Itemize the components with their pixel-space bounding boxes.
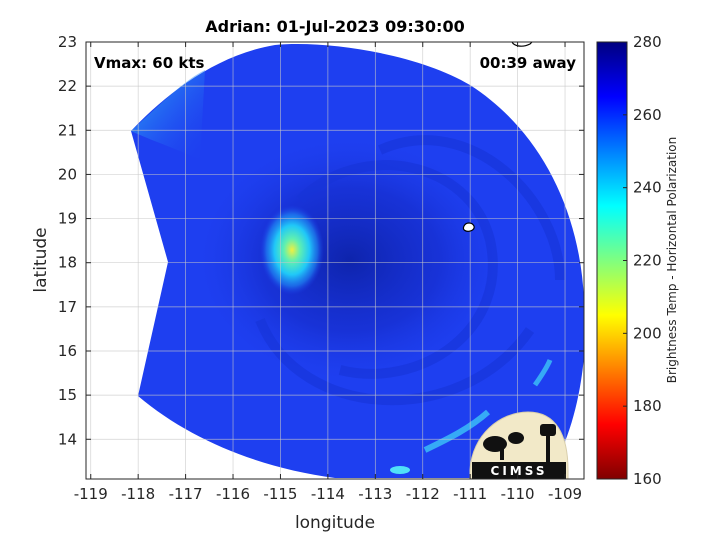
colorbar-tick-label: 240 bbox=[633, 179, 662, 197]
colorbar-tick-label: 200 bbox=[633, 324, 662, 342]
x-tick-label: -109 bbox=[548, 485, 582, 503]
colorbar-tick-label: 260 bbox=[633, 106, 662, 124]
storm-eye-region bbox=[200, 140, 500, 380]
x-tick-label: -110 bbox=[501, 485, 535, 503]
convection-core bbox=[260, 205, 324, 295]
x-tick-label: -113 bbox=[358, 485, 392, 503]
time-away-label: 00:39 away bbox=[480, 54, 577, 72]
spiral-bands bbox=[255, 135, 565, 405]
x-tick-label: -118 bbox=[121, 485, 155, 503]
island-outline bbox=[462, 222, 475, 232]
x-axis-label: longitude bbox=[295, 513, 375, 533]
colorbar-tick-label: 160 bbox=[633, 470, 662, 488]
colorbar bbox=[596, 41, 628, 480]
convection-spot-south bbox=[390, 466, 410, 474]
y-tick-label: 21 bbox=[58, 121, 77, 139]
convection-streak-east bbox=[532, 359, 553, 387]
x-tick-label: -119 bbox=[74, 485, 108, 503]
colorbar-label: Brightness Temp - Horizontal Polarizatio… bbox=[665, 137, 679, 384]
swath-edge-band bbox=[131, 70, 205, 160]
cimss-logo: CIMSS bbox=[469, 411, 569, 480]
plot-title: Adrian: 01-Jul-2023 09:30:00 bbox=[205, 17, 464, 36]
vmax-label: Vmax: 60 kts bbox=[94, 54, 204, 72]
logo-text: CIMSS bbox=[491, 464, 548, 478]
x-tick-label: -117 bbox=[169, 485, 203, 503]
plot-frame bbox=[85, 41, 585, 480]
colorbar-axis: 160 180 200 220 240 260 280 bbox=[623, 33, 662, 488]
y-tick-label: 20 bbox=[58, 165, 77, 183]
y-tick-label: 15 bbox=[58, 386, 77, 404]
y-tick-label: 23 bbox=[58, 33, 77, 51]
y-tick-label: 18 bbox=[58, 254, 77, 272]
colorbar-tick-label: 280 bbox=[633, 33, 662, 51]
y-axis: 14 15 16 17 18 19 20 21 22 23 bbox=[58, 33, 584, 448]
y-tick-label: 19 bbox=[58, 210, 77, 228]
y-axis-label: latitude bbox=[31, 227, 51, 292]
grid-lines bbox=[86, 41, 584, 479]
x-axis: -119 -118 -117 -116 -115 -114 -113 -112 -111 -110… bbox=[74, 42, 582, 503]
x-tick-label: -111 bbox=[453, 485, 487, 503]
y-tick-label: 16 bbox=[58, 342, 77, 360]
x-tick-label: -116 bbox=[216, 485, 250, 503]
coastline-outline bbox=[511, 41, 533, 47]
convection-streak-southeast bbox=[423, 409, 490, 453]
y-tick-label: 14 bbox=[58, 430, 77, 448]
colorbar-tick-label: 180 bbox=[633, 397, 662, 415]
y-tick-label: 17 bbox=[58, 298, 77, 316]
y-tick-label: 22 bbox=[58, 77, 77, 95]
colorbar-tick-label: 220 bbox=[633, 252, 662, 270]
swath-layer bbox=[131, 44, 584, 478]
x-tick-label: -114 bbox=[311, 485, 345, 503]
x-tick-label: -112 bbox=[406, 485, 440, 503]
x-tick-label: -115 bbox=[263, 485, 297, 503]
